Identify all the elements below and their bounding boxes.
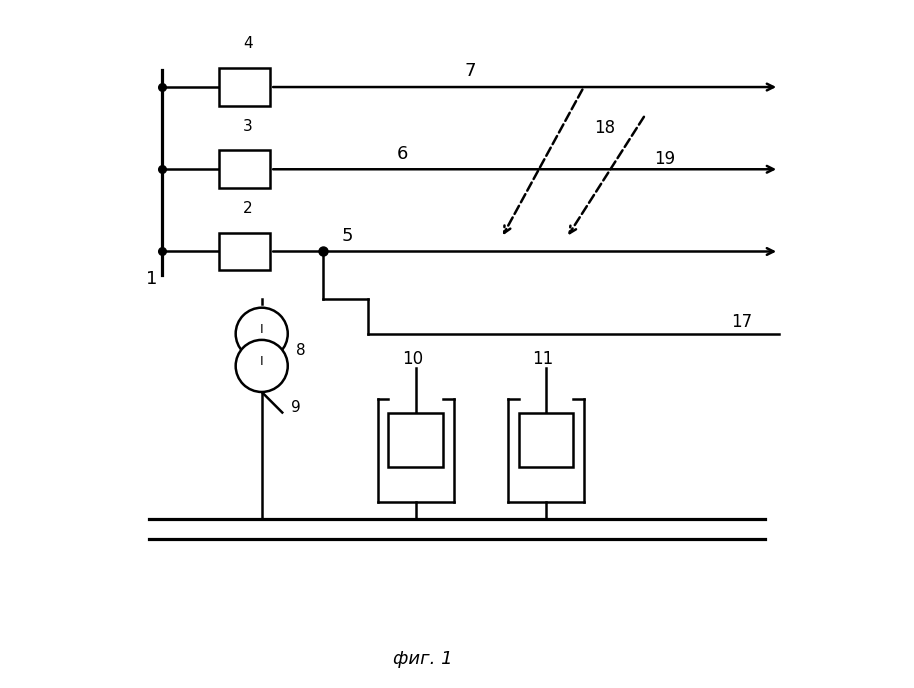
Text: 4: 4 [243, 36, 253, 52]
Bar [518, 413, 573, 467]
Bar [218, 151, 271, 188]
Text: 18: 18 [594, 119, 615, 137]
Text: I: I [260, 355, 263, 368]
Circle shape [236, 308, 288, 360]
Text: фиг. 1: фиг. 1 [393, 650, 452, 668]
Text: 7: 7 [465, 63, 476, 80]
Text: 1: 1 [146, 270, 158, 288]
Text: 2: 2 [243, 201, 253, 216]
Bar [218, 68, 271, 106]
Circle shape [236, 340, 288, 392]
Text: I: I [260, 323, 263, 336]
Text: 9: 9 [292, 400, 301, 415]
Text: 10: 10 [402, 350, 423, 368]
Text: 5: 5 [342, 227, 353, 245]
Text: 11: 11 [532, 350, 553, 368]
Bar [218, 233, 271, 270]
Text: 8: 8 [296, 343, 305, 358]
Text: 6: 6 [397, 144, 408, 162]
Text: 17: 17 [731, 313, 752, 331]
Text: 3: 3 [243, 118, 253, 133]
Text: 19: 19 [654, 150, 675, 168]
Bar [388, 413, 443, 467]
